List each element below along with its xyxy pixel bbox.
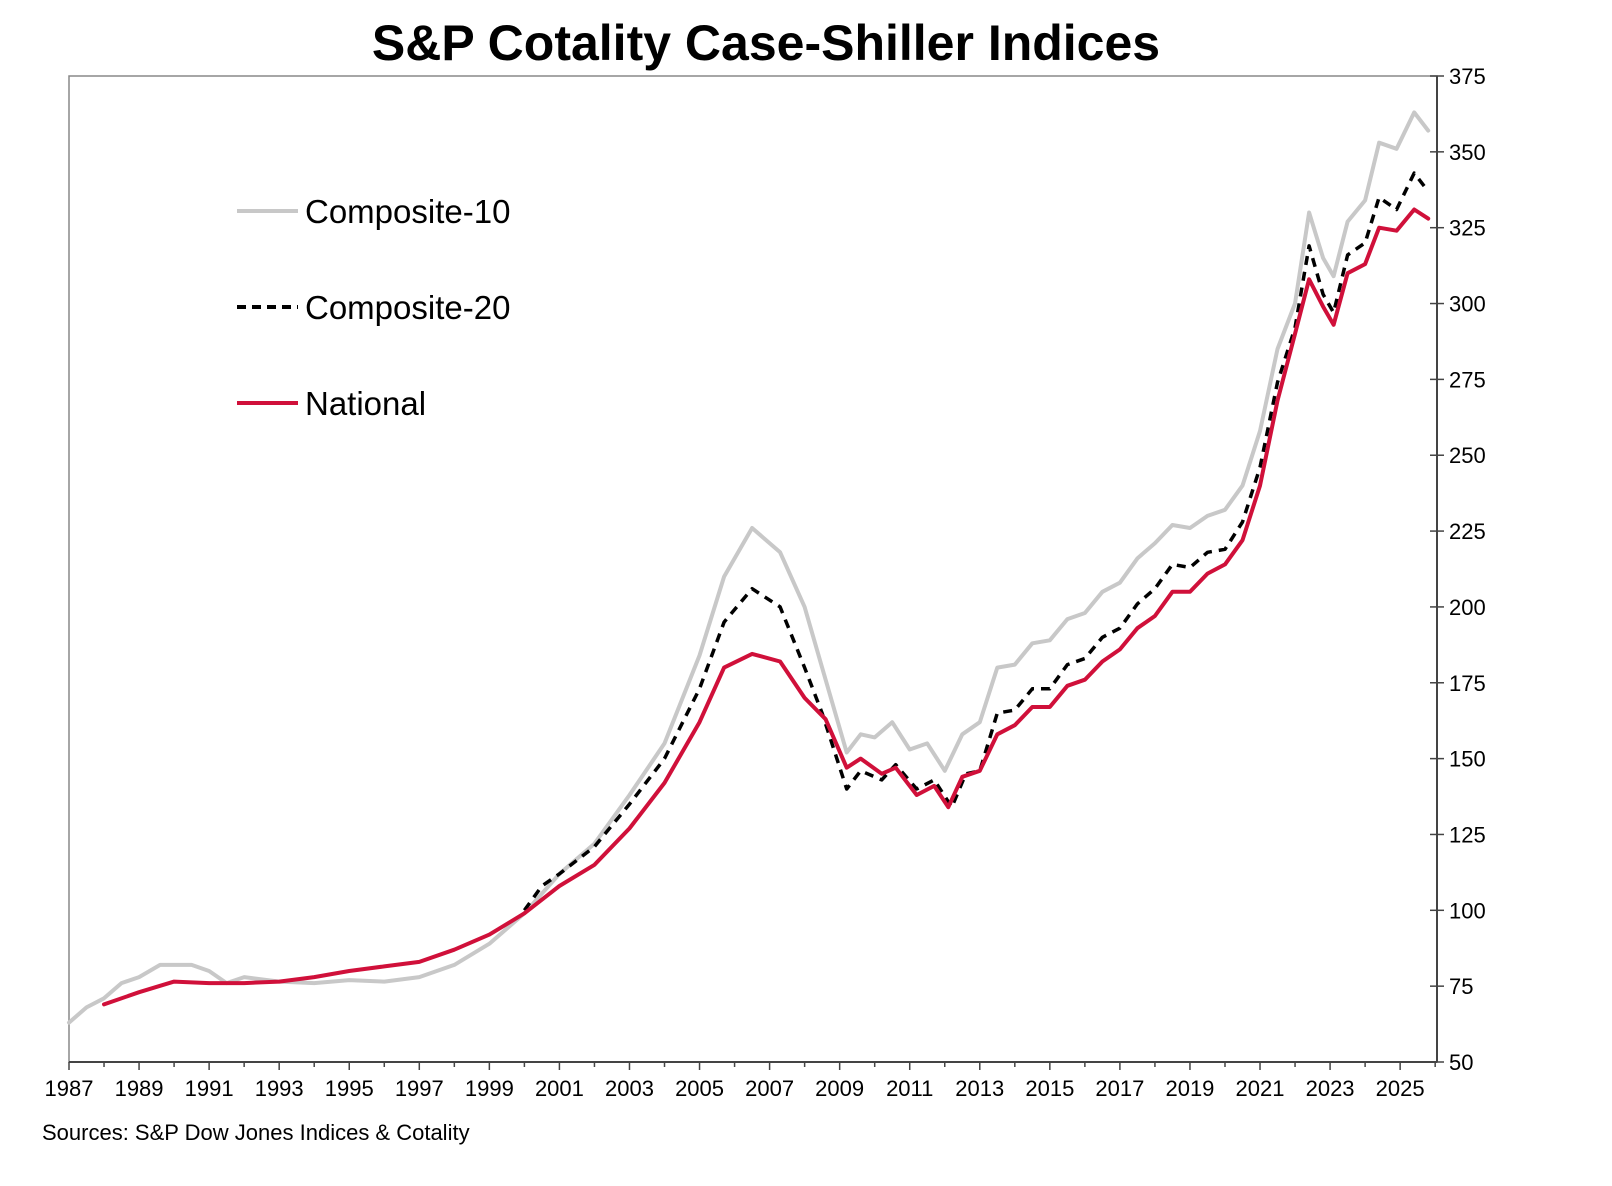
- y-tick-label: 100: [1449, 898, 1486, 923]
- series-line-composite-20: [522, 171, 1430, 912]
- legend-label: Composite-20: [305, 289, 510, 326]
- y-tick-label: 150: [1449, 747, 1486, 772]
- legend: Composite-10 Composite-20 National: [237, 193, 510, 422]
- y-tick-label: 375: [1449, 64, 1486, 89]
- y-tick-label: 125: [1449, 822, 1486, 847]
- y-axis: 50 75 100 125 150 175 200 225 250 275 300 325 350 375: [1430, 64, 1486, 1075]
- x-axis: 1987 1989 1991 1993 1995 1997 1999 2001 2003 2005…: [45, 1061, 1437, 1101]
- x-tick-label: 2005: [675, 1076, 724, 1101]
- x-tick-label: 2013: [955, 1076, 1004, 1101]
- x-tick-label: 2009: [815, 1076, 864, 1101]
- y-tick-label: 275: [1449, 367, 1486, 392]
- x-tick-label: 2021: [1236, 1076, 1285, 1101]
- x-tick-label: 1987: [45, 1076, 94, 1101]
- y-tick-label: 175: [1449, 671, 1486, 696]
- x-tick-label: 1991: [185, 1076, 234, 1101]
- source-note: Sources: S&P Dow Jones Indices & Cotalit…: [42, 1120, 470, 1145]
- series-line-national: [102, 207, 1431, 1007]
- x-tick-label: 1997: [395, 1076, 444, 1101]
- chart-title: S&P Cotality Case-Shiller Indices: [372, 15, 1160, 71]
- x-tick-label: 2015: [1025, 1076, 1074, 1101]
- x-tick-label: 1993: [255, 1076, 304, 1101]
- legend-label: Composite-10: [305, 193, 510, 230]
- y-tick-label: 200: [1449, 595, 1486, 620]
- x-tick-label: 2007: [745, 1076, 794, 1101]
- y-tick-label: 75: [1449, 974, 1473, 999]
- series-line-composite-10: [67, 110, 1431, 1025]
- legend-label: National: [305, 385, 426, 422]
- x-tick-label: 2023: [1306, 1076, 1355, 1101]
- y-tick-label: 50: [1449, 1050, 1473, 1075]
- y-tick-label: 250: [1449, 443, 1486, 468]
- series-lines: [67, 110, 1431, 1025]
- x-tick-label: 2003: [605, 1076, 654, 1101]
- y-tick-label: 325: [1449, 216, 1486, 241]
- x-tick-label: 2001: [535, 1076, 584, 1101]
- y-tick-label: 300: [1449, 292, 1486, 317]
- y-tick-label: 225: [1449, 519, 1486, 544]
- y-tick-label: 350: [1449, 140, 1486, 165]
- x-tick-label: 1989: [115, 1076, 164, 1101]
- x-tick-label: 1995: [325, 1076, 374, 1101]
- x-tick-label: 1999: [465, 1076, 514, 1101]
- x-tick-label: 2025: [1376, 1076, 1425, 1101]
- x-tick-label: 2011: [886, 1076, 933, 1101]
- plot-area: [68, 75, 1438, 1063]
- x-tick-label: 2017: [1095, 1076, 1144, 1101]
- x-tick-label: 2019: [1165, 1076, 1214, 1101]
